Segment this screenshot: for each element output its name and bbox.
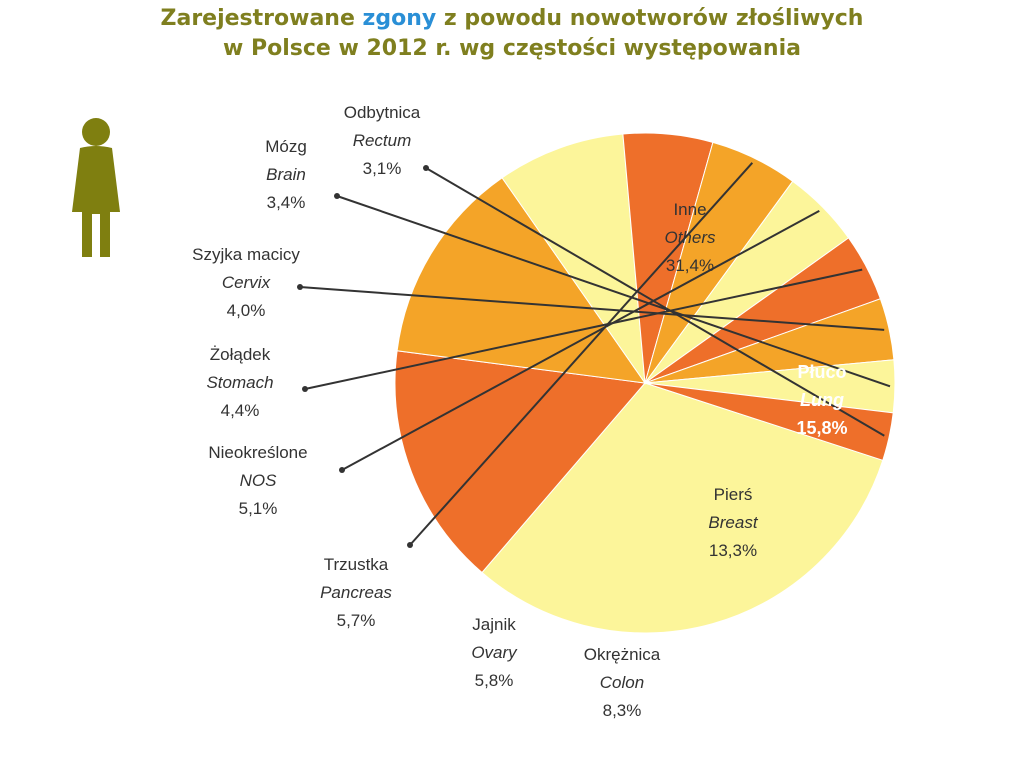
slice-labels: Inne Others 31,4% Płuco Lung 15,8% Pierś Breast… xyxy=(192,103,847,720)
value-label-cervix: 4,0% xyxy=(227,301,266,320)
value-label-breast: 13,3% xyxy=(709,541,757,560)
leader-line-nos xyxy=(341,210,820,471)
value-label-ovary: 5,8% xyxy=(475,671,514,690)
label-en-breast: Breast xyxy=(708,513,758,532)
label-en-colon: Colon xyxy=(600,673,644,692)
pie-slices xyxy=(394,132,896,634)
value-label-others: 31,4% xyxy=(666,256,714,275)
label-pl-rectum: Odbytnica xyxy=(344,103,421,122)
value-label-brain: 3,4% xyxy=(267,193,306,212)
label-pl-colon: Okrężnica xyxy=(584,645,661,664)
label-en-lung: Lung xyxy=(800,390,844,410)
label-pl-breast: Pierś xyxy=(714,485,753,504)
label-en-nos: NOS xyxy=(240,471,278,490)
pie-slice-others xyxy=(481,382,884,634)
value-label-pancreas: 5,7% xyxy=(337,611,376,630)
label-en-others: Others xyxy=(664,228,716,247)
label-pl-nos: Nieokreślone xyxy=(208,443,307,462)
pie-slice-breast xyxy=(396,177,647,384)
pie-slice-rectum xyxy=(644,382,894,461)
label-pl-brain: Mózg xyxy=(265,137,307,156)
leader-dot-cervix xyxy=(297,284,303,290)
leader-line-pancreas xyxy=(409,162,754,546)
leader-dot-stomach xyxy=(302,386,308,392)
title-highlight: zgony xyxy=(362,6,437,31)
label-pl-pancreas: Trzustka xyxy=(324,555,389,574)
leader-dot-rectum xyxy=(423,165,429,171)
value-label-nos: 5,1% xyxy=(239,499,278,518)
label-en-ovary: Ovary xyxy=(471,643,518,662)
female-figure-icon xyxy=(72,118,120,257)
value-label-lung: 15,8% xyxy=(796,418,847,438)
value-label-colon: 8,3% xyxy=(603,701,642,720)
pie-slice-colon xyxy=(501,133,646,385)
value-label-rectum: 3,1% xyxy=(363,159,402,178)
leader-line-rectum xyxy=(425,167,885,437)
label-en-brain: Brain xyxy=(266,165,306,184)
leader-dot-brain xyxy=(334,193,340,199)
label-en-pancreas: Pancreas xyxy=(320,583,392,602)
leader-dot-nos xyxy=(339,467,345,473)
chart-title: Zarejestrowane zgony z powodu nowotworów… xyxy=(0,4,1024,64)
title-line-2: w Polsce w 2012 r. wg częstości występow… xyxy=(223,36,801,61)
leader-dot-pancreas xyxy=(407,542,413,548)
title-line-1: Zarejestrowane zgony z powodu nowotworów… xyxy=(0,4,1024,34)
value-label-stomach: 4,4% xyxy=(221,401,260,420)
leader-line-stomach xyxy=(304,268,863,390)
label-en-cervix: Cervix xyxy=(222,273,271,292)
label-en-stomach: Stomach xyxy=(206,373,273,392)
label-pl-ovary: Jajnik xyxy=(472,615,516,634)
label-pl-lung: Płuco xyxy=(797,362,846,382)
label-pl-cervix: Szyjka macicy xyxy=(192,245,300,264)
leader-lines xyxy=(297,162,891,548)
leader-line-cervix xyxy=(299,286,885,331)
title-part-1: Zarejestrowane xyxy=(160,6,363,31)
label-pl-stomach: Żołądek xyxy=(210,345,271,364)
label-en-rectum: Rectum xyxy=(353,131,412,150)
title-part-2: z powodu nowotworów złośliwych xyxy=(436,6,864,31)
leader-line-brain xyxy=(336,195,891,388)
label-pl-others: Inne xyxy=(673,200,706,219)
